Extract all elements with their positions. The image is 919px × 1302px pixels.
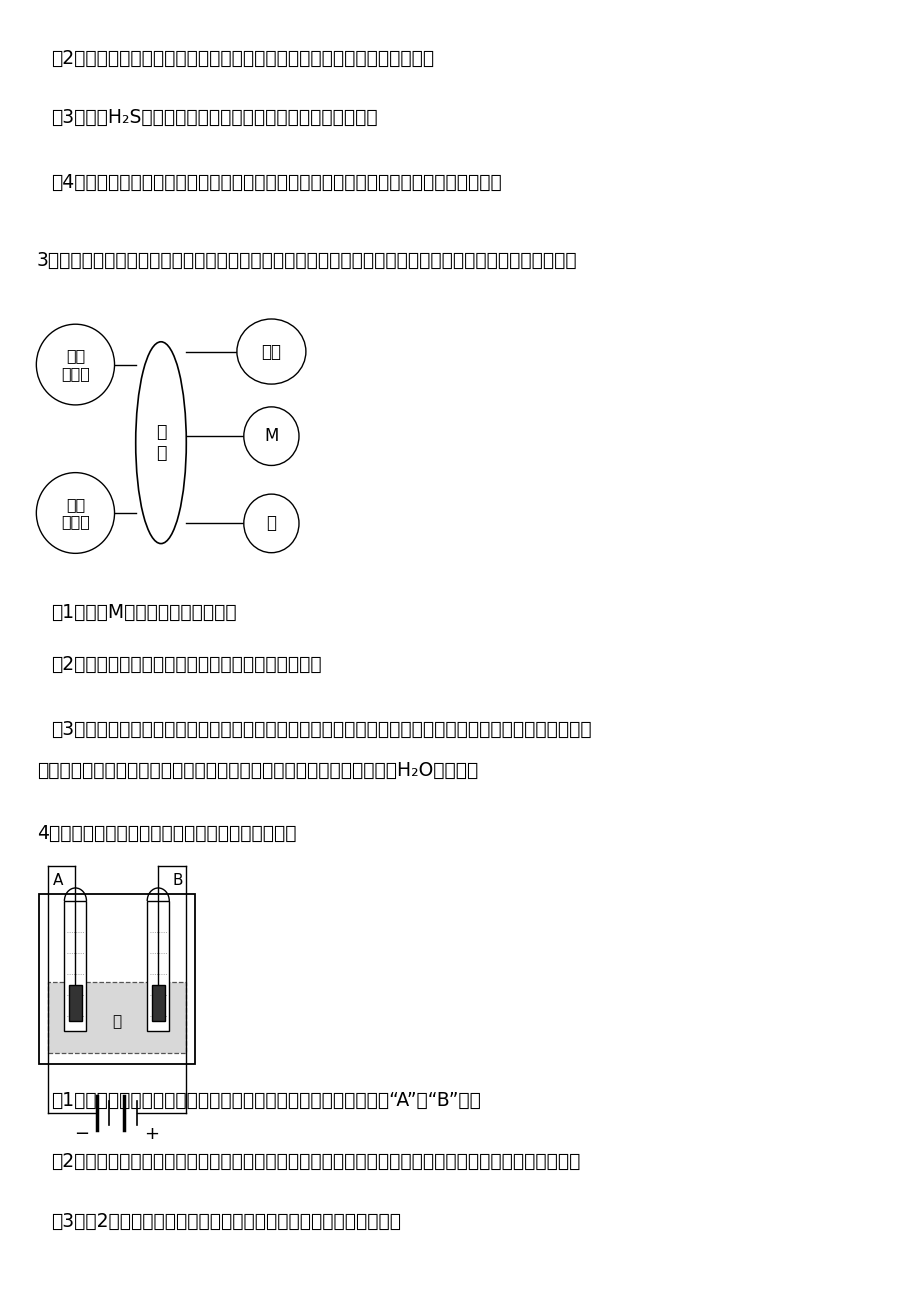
Ellipse shape — [37, 473, 115, 553]
Text: （4）写出氢硫酸与氢氧化钙溶液反应的化学反应方程式＿＿，所属基本反应类型是＿＿。: （4）写出氢硫酸与氢氧化钙溶液反应的化学反应方程式＿＿，所属基本反应类型是＿＿。 — [51, 173, 501, 191]
Text: M: M — [264, 427, 278, 445]
Text: （1）电解水的实验如图所示，收集到氧气的试管是＿＿＿＿＿（填“A”或“B”）。: （1）电解水的实验如图所示，收集到氧气的试管是＿＿＿＿＿（填“A”或“B”）。 — [51, 1091, 480, 1109]
Text: 盐
酸: 盐 酸 — [155, 423, 166, 462]
Ellipse shape — [136, 341, 186, 544]
FancyBboxPatch shape — [48, 982, 186, 1053]
Text: 应的实质是盐酸中的＿＿＿＿（写离子符号）与碱中的＿＿＿＿反应生成H₂O的过程。: 应的实质是盐酸中的＿＿＿＿（写离子符号）与碱中的＿＿＿＿反应生成H₂O的过程。 — [37, 762, 478, 780]
Text: 碱: 碱 — [267, 514, 276, 533]
Ellipse shape — [37, 324, 115, 405]
FancyBboxPatch shape — [152, 984, 165, 1021]
Ellipse shape — [237, 319, 306, 384]
Ellipse shape — [244, 493, 299, 552]
FancyBboxPatch shape — [69, 984, 82, 1021]
Text: （3）写出H₂S气体完全燃烧的化学反应方程式＿＿＿＿＿＿。: （3）写出H₂S气体完全燃烧的化学反应方程式＿＿＿＿＿＿。 — [51, 108, 377, 126]
Text: （3）图2实验中，水用来隔绝空气的是＿＿＿＿＿（填字母序号）。: （3）图2实验中，水用来隔绝空气的是＿＿＿＿＿（填字母序号）。 — [51, 1212, 400, 1230]
FancyBboxPatch shape — [39, 894, 195, 1064]
Text: （3）写出一个盐酸与碱的反应，用化学方程式表示该反应为＿＿＿＿＿＿＿；通过分析可知，盐酸能与碱反: （3）写出一个盐酸与碱的反应，用化学方程式表示该反应为＿＿＿＿＿＿＿；通过分析可… — [51, 720, 591, 738]
Text: −: − — [74, 1125, 89, 1143]
Text: （2）写出一种能与盐酸反应的金属＿＿＿＿＿＿＿＿: （2）写出一种能与盐酸反应的金属＿＿＿＿＿＿＿＿ — [51, 655, 321, 673]
Text: 水: 水 — [112, 1014, 121, 1029]
Text: 金属: 金属 — [261, 342, 281, 361]
FancyBboxPatch shape — [64, 901, 86, 1031]
Text: B: B — [173, 872, 183, 888]
Text: 3、构建知识网络，可以帮助我们理解知识间的内在联系。如图是盐酸与不同类别物质之间反应的知识网络。: 3、构建知识网络，可以帮助我们理解知识间的内在联系。如图是盐酸与不同类别物质之间… — [37, 251, 577, 270]
Text: 金属
氧化物: 金属 氧化物 — [61, 497, 90, 529]
Text: 4、水是一种重要的资源，保护水资源从我们做起。: 4、水是一种重要的资源，保护水资源从我们做起。 — [37, 824, 296, 842]
FancyBboxPatch shape — [147, 901, 169, 1031]
Text: +: + — [144, 1125, 159, 1143]
Text: 酸碱
指示剑: 酸碱 指示剑 — [61, 349, 90, 380]
Text: A: A — [53, 872, 63, 888]
Ellipse shape — [244, 406, 299, 466]
Text: （1）图中M应为＿＿＿＿类物质。: （1）图中M应为＿＿＿＿类物质。 — [51, 603, 236, 621]
Text: （2）水能与多种物质反应。氧化钙与水激烈反应，并放出大量的热，该反应的化学方程式为＿＿＿＿＿。: （2）水能与多种物质反应。氧化钙与水激烈反应，并放出大量的热，该反应的化学方程式… — [51, 1152, 579, 1170]
Text: （2）上述信息中，属于该气体物理性质的是＿＿＿＿＿＿＿。（一条即可）: （2）上述信息中，属于该气体物理性质的是＿＿＿＿＿＿＿。（一条即可） — [51, 49, 433, 68]
